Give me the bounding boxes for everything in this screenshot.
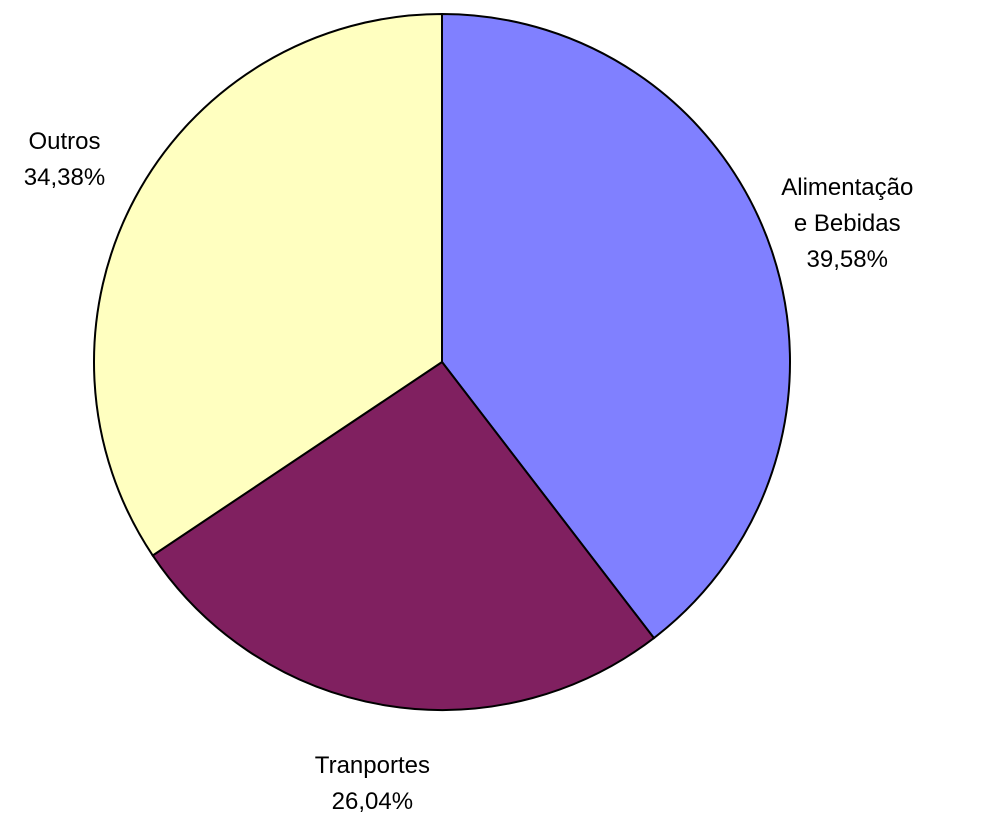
category-label: Alimentação e Bebidas — [781, 174, 914, 238]
pie-slice — [151, 360, 656, 711]
value-label: 26,04% — [331, 788, 414, 816]
pie-slice — [441, 12, 791, 640]
slice-label: Tranportes 26,04% — [315, 748, 430, 820]
slice-label: Outros 34,38% — [24, 124, 105, 196]
pie-slice — [93, 12, 443, 557]
category-label: Outros — [28, 128, 101, 156]
value-label: 34,38% — [23, 164, 106, 192]
slice-label: Alimentação e Bebidas 39,58% — [773, 170, 921, 278]
category-label: Tranportes — [314, 752, 430, 780]
value-label: 39,58% — [806, 246, 888, 274]
